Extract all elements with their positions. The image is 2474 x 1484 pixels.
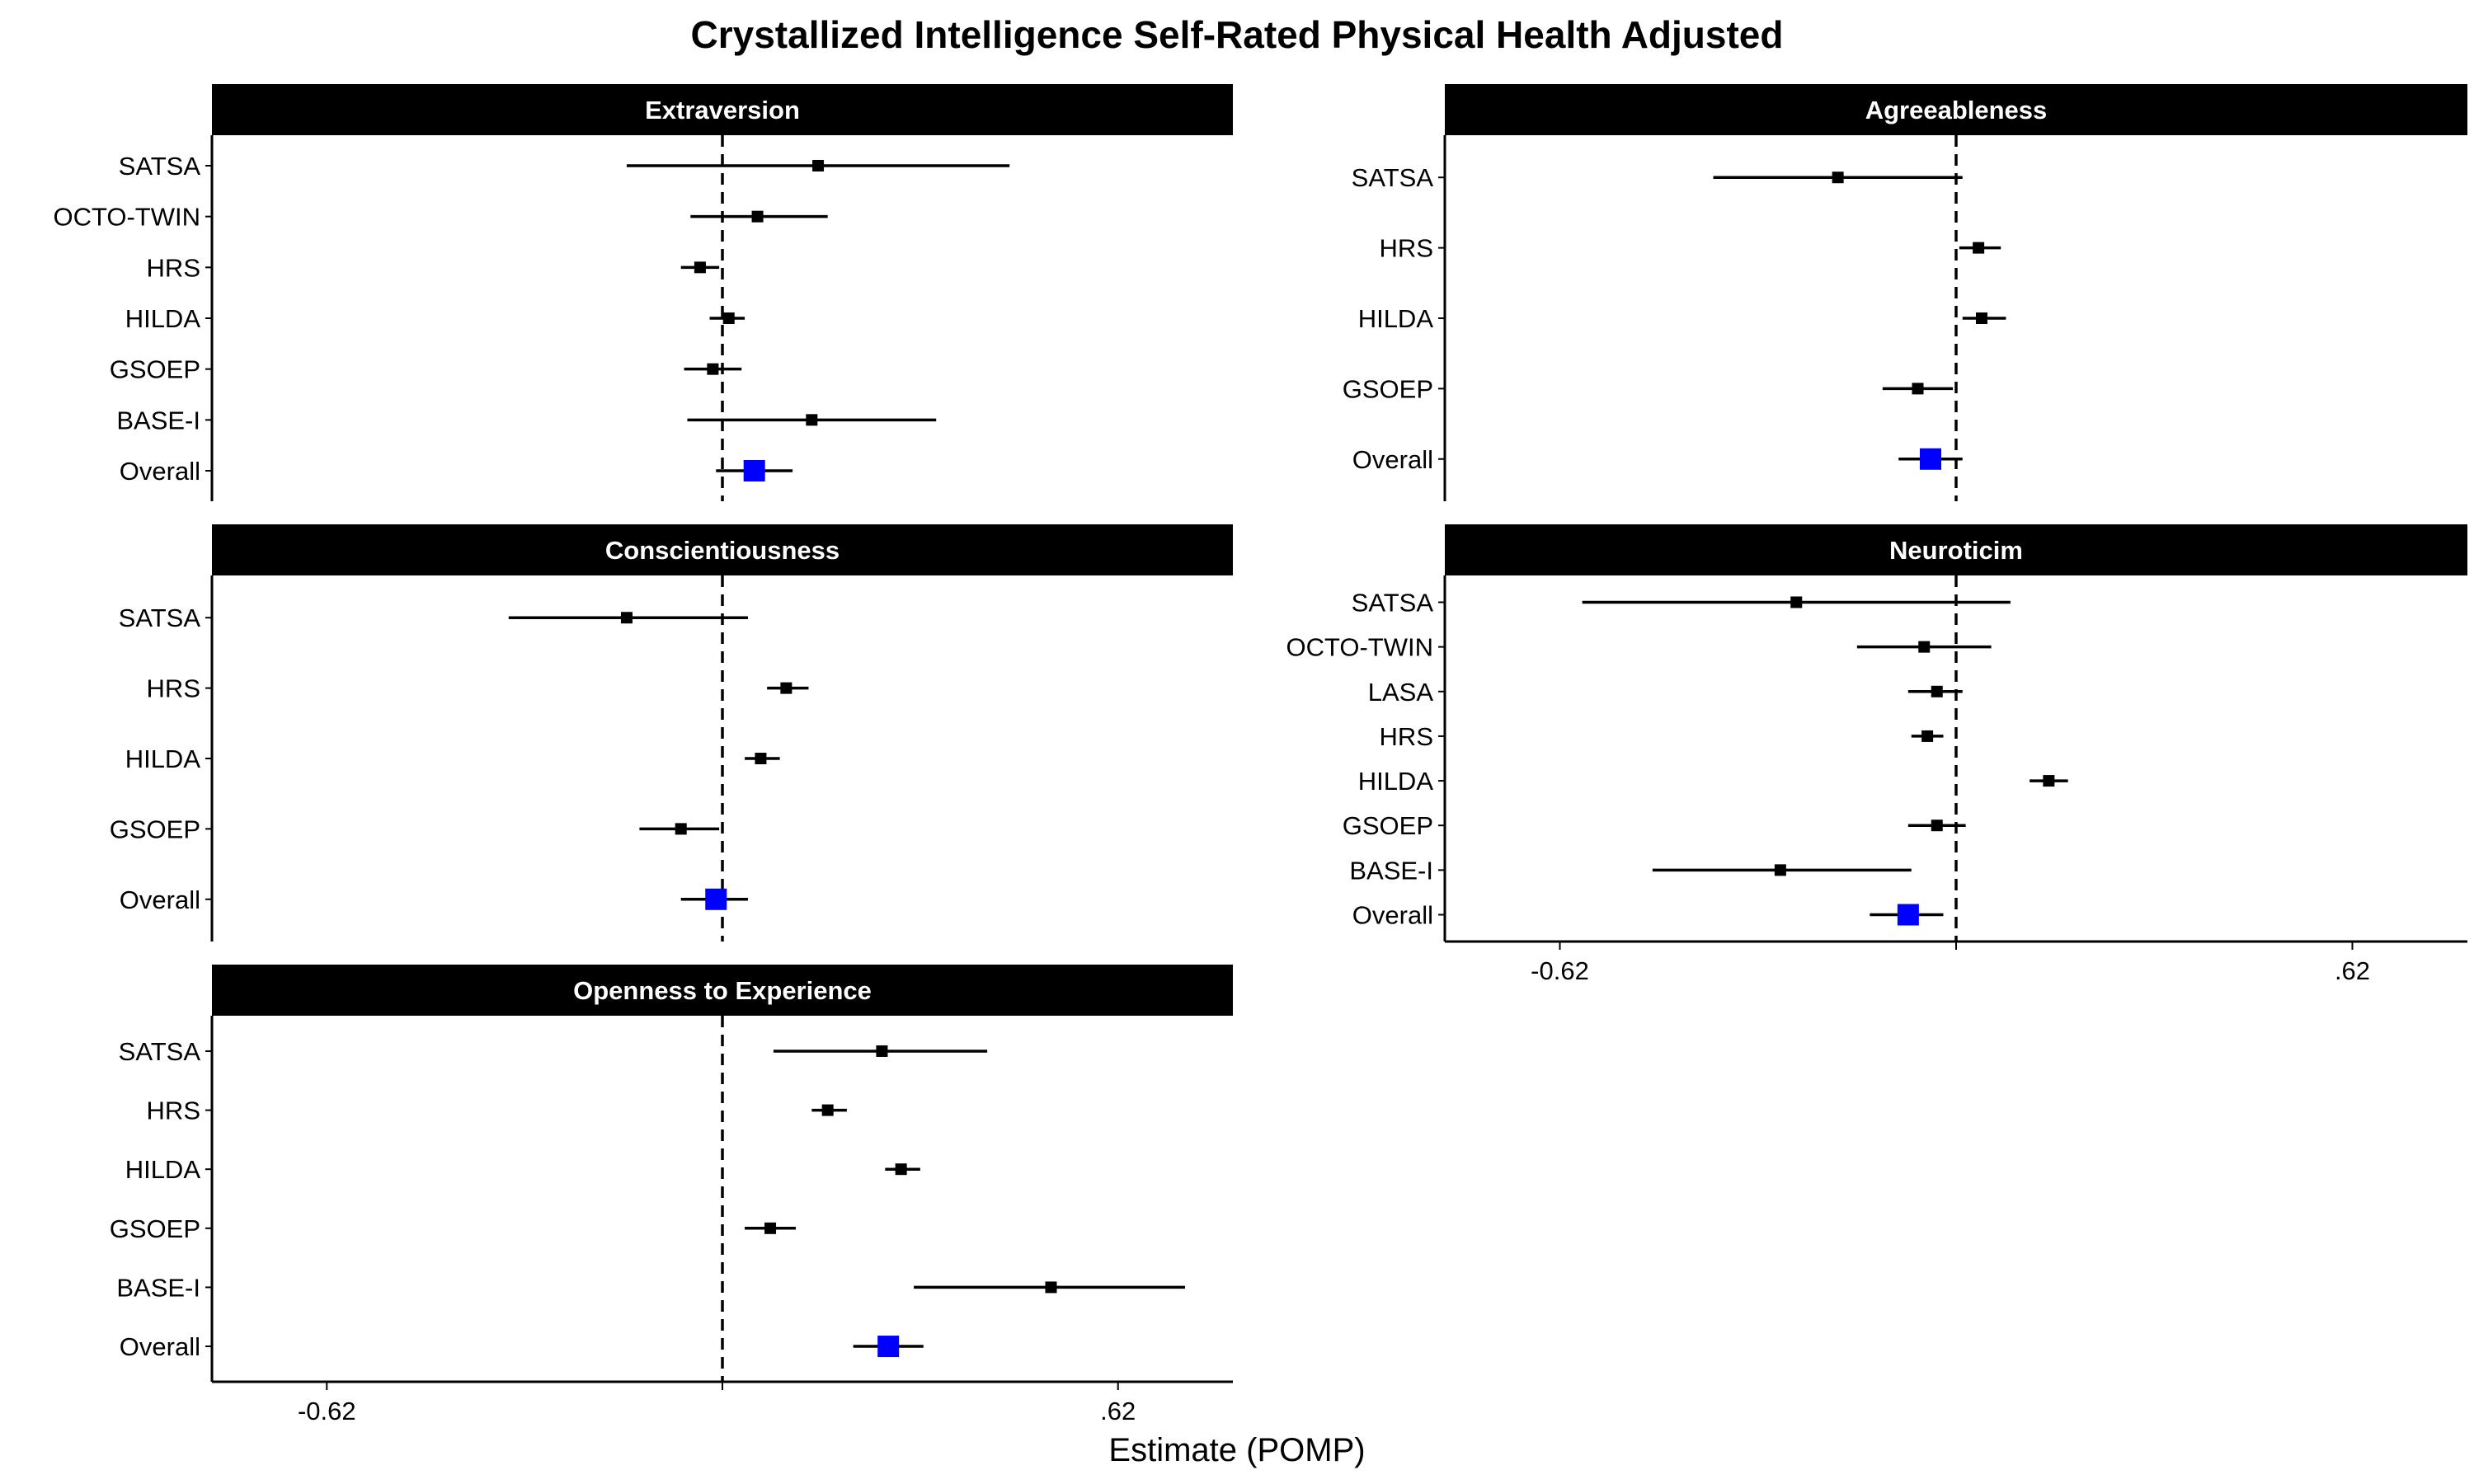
facet-strip xyxy=(212,965,1233,1016)
study-estimate-point xyxy=(694,261,706,274)
y-tick-label: SATSA xyxy=(119,1037,201,1066)
study-estimate-point xyxy=(821,1104,834,1116)
x-axis-title: Estimate (POMP) xyxy=(1108,1432,1365,1468)
study-estimate-point xyxy=(1832,171,1844,184)
facet-strip-label: Openness to Experience xyxy=(573,976,872,1005)
y-tick-label: HILDA xyxy=(125,304,201,333)
y-tick-label: Overall xyxy=(1352,901,1433,930)
overall-estimate-point xyxy=(1897,904,1919,926)
x-tick-label: .62 xyxy=(1100,1397,1136,1425)
study-estimate-point xyxy=(764,1222,777,1234)
y-tick-label: SATSA xyxy=(119,152,201,181)
y-tick-label: HILDA xyxy=(1358,767,1434,796)
facet-panel: Conscientiousness SATSA HRS HILDA GSOEP Overa… xyxy=(110,524,1233,942)
y-tick-label: BASE-I xyxy=(1349,856,1433,885)
facet-strip-label: Agreeableness xyxy=(1865,96,2048,124)
study-estimate-point xyxy=(722,312,735,324)
facet-strip-label: Neuroticim xyxy=(1889,536,2023,565)
y-tick-label: BASE-I xyxy=(116,406,200,434)
y-tick-label: HRS xyxy=(147,674,200,703)
y-tick-label: HRS xyxy=(1380,234,1433,263)
study-estimate-point xyxy=(751,210,764,223)
y-tick-label: BASE-I xyxy=(116,1273,200,1302)
y-tick-label: HILDA xyxy=(1358,304,1434,333)
facet-strip xyxy=(1445,84,2467,135)
y-tick-label: Overall xyxy=(120,885,200,914)
y-tick-label: Overall xyxy=(120,457,200,486)
y-tick-label: HRS xyxy=(1380,722,1433,751)
facet-strip xyxy=(212,84,1233,135)
facet-strip xyxy=(212,524,1233,575)
study-estimate-point xyxy=(2043,775,2055,787)
y-tick-label: SATSA xyxy=(1352,588,1434,617)
study-estimate-point xyxy=(1790,596,1803,608)
x-tick-label: -0.62 xyxy=(1531,956,1589,985)
study-estimate-point xyxy=(812,160,825,171)
study-estimate-point xyxy=(1976,312,1987,324)
y-tick-label: SATSA xyxy=(119,603,201,632)
overall-estimate-point xyxy=(705,888,727,910)
y-tick-label: OCTO-TWIN xyxy=(1286,633,1433,662)
facet-panel: Openness to Experience SATSA HRS HILDA GSOEP… xyxy=(110,965,1233,1425)
y-tick-label: SATSA xyxy=(1352,163,1434,192)
study-estimate-point xyxy=(1973,242,1985,254)
chart-title: Crystallized Intelligence Self-Rated Phy… xyxy=(691,13,1784,56)
study-estimate-point xyxy=(1931,685,1943,697)
y-tick-label: Overall xyxy=(120,1332,200,1361)
y-tick-label: OCTO-TWIN xyxy=(53,203,200,232)
study-estimate-point xyxy=(780,682,793,694)
study-estimate-point xyxy=(755,753,767,764)
y-tick-label: LASA xyxy=(1368,678,1434,707)
study-estimate-point xyxy=(895,1163,907,1176)
facet-strip xyxy=(1445,524,2467,575)
study-estimate-point xyxy=(876,1045,888,1057)
y-tick-label: GSOEP xyxy=(110,815,200,843)
y-tick-label: HILDA xyxy=(125,1155,201,1184)
y-tick-label: HILDA xyxy=(125,744,201,773)
study-estimate-point xyxy=(1921,730,1934,742)
overall-estimate-point xyxy=(743,460,765,481)
study-estimate-point xyxy=(707,363,719,375)
facet-panel: Agreeableness SATSA HRS HILDA GSOEP Overall xyxy=(1343,84,2467,501)
study-estimate-point xyxy=(675,823,687,835)
study-estimate-point xyxy=(806,414,818,426)
facet-panel: Extraversion SATSA OCTO-TWIN HRS HILDA GSOEP B… xyxy=(53,84,1233,501)
study-estimate-point xyxy=(620,612,633,624)
study-estimate-point xyxy=(1912,383,1924,395)
facet-panels: Extraversion SATSA OCTO-TWIN HRS HILDA GSOEP B… xyxy=(53,84,2467,1425)
y-tick-label: Overall xyxy=(1352,445,1433,474)
study-estimate-point xyxy=(1918,641,1931,653)
facet-panel: Neuroticim SATSA OCTO-TWIN LASA HRS HILDA GSOE… xyxy=(1286,524,2467,985)
y-tick-label: GSOEP xyxy=(1343,811,1433,840)
study-estimate-point xyxy=(1045,1281,1057,1294)
overall-estimate-point xyxy=(877,1336,900,1358)
y-tick-label: HRS xyxy=(147,1097,200,1125)
study-estimate-point xyxy=(1774,864,1786,876)
y-tick-label: HRS xyxy=(147,253,200,282)
facet-strip-label: Conscientiousness xyxy=(605,536,840,565)
overall-estimate-point xyxy=(1920,448,1941,470)
study-estimate-point xyxy=(1931,819,1943,832)
facet-strip-label: Extraversion xyxy=(645,96,800,124)
x-tick-label: .62 xyxy=(2335,956,2370,985)
y-tick-label: GSOEP xyxy=(110,1214,200,1243)
y-tick-label: GSOEP xyxy=(1343,374,1433,403)
y-tick-label: GSOEP xyxy=(110,355,200,384)
x-tick-label: -0.62 xyxy=(298,1397,356,1425)
